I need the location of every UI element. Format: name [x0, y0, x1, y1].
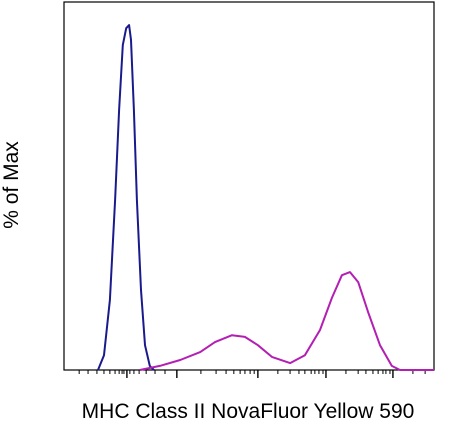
- x-axis-label: MHC Class II NovaFluor Yellow 590: [82, 400, 415, 423]
- plot-frame: [63, 1, 435, 371]
- series-line: [97, 24, 155, 371]
- y-axis-label: % of Max: [0, 141, 23, 229]
- series-line: [139, 271, 434, 371]
